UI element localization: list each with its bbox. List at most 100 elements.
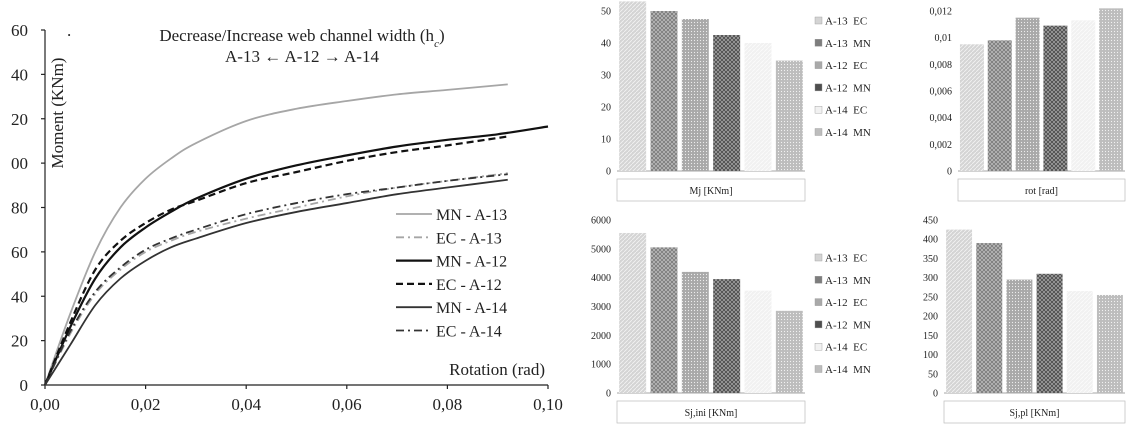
y-tick-label: 0,006	[930, 87, 953, 98]
y-tick-label: 40	[11, 287, 28, 306]
legend-swatch	[814, 253, 823, 262]
x-tick-label: 0,10	[533, 395, 563, 414]
y-tick-label: 0	[20, 376, 29, 395]
y-tick-label: 0	[933, 389, 938, 400]
y-tick-label: 40	[601, 39, 611, 50]
bar-texture	[713, 279, 741, 393]
y-tick-label: 80	[11, 199, 28, 218]
y-axis-label: Moment (KNm)	[48, 58, 67, 169]
y-tick-label: 0	[606, 167, 611, 178]
y-tick-label: 3000	[591, 302, 611, 313]
y-tick-label: 20	[11, 332, 28, 351]
y-tick-label: 00	[11, 154, 28, 173]
legend-swatch	[814, 83, 823, 92]
x-label-box	[957, 178, 1126, 202]
y-tick-label: 100	[923, 350, 938, 361]
x-label-box	[616, 178, 806, 202]
bar-texture	[987, 40, 1012, 172]
y-tick-label: 40	[11, 65, 28, 84]
bar-texture	[650, 247, 678, 393]
chart-title: Decrease/Increase web channel width (hc)	[159, 26, 444, 50]
bar-texture	[1066, 291, 1093, 393]
bar-texture	[681, 19, 709, 171]
legend-swatch	[814, 39, 823, 47]
legend-entry: A-13 MN	[825, 38, 871, 50]
y-tick-label: 0,002	[930, 140, 953, 151]
y-tick-label: 2000	[591, 331, 611, 342]
y-tick-label: 250	[923, 292, 938, 303]
y-tick-label: 0,012	[930, 7, 953, 18]
x-axis-label: Sj,pl [KNm]	[1010, 408, 1060, 419]
x-tick-label: 0,00	[30, 395, 60, 414]
y-tick-label: 60	[11, 21, 28, 40]
legend-swatch	[814, 320, 823, 329]
legend: MN - A-13 EC - A-13 MN - A-12 EC - A-12 MN -…	[396, 207, 507, 341]
bar-chart-1: 0 10 20 30 40 50 Mj [KNm] A-13 EC A-13 MN A-12 EC…	[601, 1, 871, 202]
legend-entry: A-14 EC	[825, 342, 867, 354]
x-tick-label: 0,04	[231, 395, 261, 414]
x-tick-label: 0,08	[433, 395, 463, 414]
legend-entry: A-13 EC	[825, 16, 867, 28]
y-axis-label-dot: .	[67, 21, 71, 40]
y-tick-label: 50	[601, 7, 611, 18]
legend-entry: A-12 MN	[825, 319, 871, 331]
y-tick-label: 0,008	[930, 60, 953, 71]
bar-texture	[744, 43, 772, 171]
bar-chart-2: 0 0,002 0,004 0,006 0,008 0,01 0,012 rot [rad]	[930, 7, 1126, 202]
x-label-box	[943, 400, 1126, 424]
y-tick-label: 1000	[591, 360, 611, 371]
legend-swatch	[814, 276, 823, 284]
legend-swatch	[814, 365, 823, 373]
legend-entry: A-12 MN	[825, 82, 871, 94]
series-line-5	[44, 178, 508, 386]
legend-entry: MN - A-13	[436, 207, 507, 224]
legend-swatch	[814, 16, 823, 25]
legend-entry: MN - A-14	[436, 300, 507, 317]
legend-entry: A-12 EC	[825, 60, 867, 72]
y-tick-label: 20	[601, 103, 611, 114]
bar-texture	[650, 11, 678, 171]
bar-chart-3: 0 1000 2000 3000 4000 5000 6000 Sj,ini [KNm] A-1…	[591, 216, 871, 424]
legend-swatch	[814, 128, 823, 136]
y-tick-label: 50	[928, 369, 938, 380]
y-tick-label: 5000	[591, 244, 611, 255]
x-axis-label: Sj,ini [KNm]	[685, 408, 738, 419]
y-tick-label: 150	[923, 331, 938, 342]
x-axis-label: Rotation (rad)	[449, 360, 545, 379]
bar-texture	[619, 1, 647, 172]
moment-rotation-chart: 0 20 40 60 80 00 20 40 60 0,00 0,02 0,04 0,06 0,08 0,1…	[11, 21, 563, 414]
y-tick-label: 10	[601, 135, 611, 146]
legend-entry: EC - A-13	[436, 230, 502, 247]
y-tick-label: 350	[923, 254, 938, 265]
legend-entry: A-14 EC	[825, 105, 867, 117]
bar-texture	[775, 60, 803, 171]
x-label-box	[616, 400, 806, 424]
y-tick-label: 30	[601, 71, 611, 82]
bar-texture	[1071, 20, 1096, 172]
bar-texture	[1096, 294, 1123, 393]
bar-texture	[946, 229, 973, 393]
y-tick-label: 300	[923, 273, 938, 284]
series-line-6	[44, 173, 508, 386]
bar-chart-4: 0 50 100 150 200 250 300 350 400 450 Sj,pl [KNm]	[923, 216, 1126, 424]
legend-swatch	[814, 343, 823, 351]
y-tick-label: 0	[606, 389, 611, 400]
legend-entry: A-14 MN	[825, 364, 871, 376]
series-line-4	[43, 135, 508, 386]
bar-texture	[1015, 17, 1040, 171]
x-axis-label: rot [rad]	[1025, 186, 1058, 197]
bar-texture	[976, 243, 1003, 393]
y-tick-label: 60	[11, 243, 28, 262]
y-tick-label: 400	[923, 235, 938, 246]
y-tick-label: 20	[11, 110, 28, 129]
bar-texture	[713, 35, 741, 171]
y-tick-label: 200	[923, 312, 938, 323]
y-tick-label: 6000	[591, 216, 611, 227]
x-axis-label: Mj [KNm]	[689, 186, 732, 197]
chart-subtitle: A-13 ← A-12 → A-14	[225, 47, 379, 66]
bar-texture	[1099, 8, 1124, 172]
y-tick-label: 0,01	[935, 33, 953, 44]
legend-entry: MN - A-12	[436, 254, 507, 271]
legend-entry: A-13 MN	[825, 275, 871, 287]
